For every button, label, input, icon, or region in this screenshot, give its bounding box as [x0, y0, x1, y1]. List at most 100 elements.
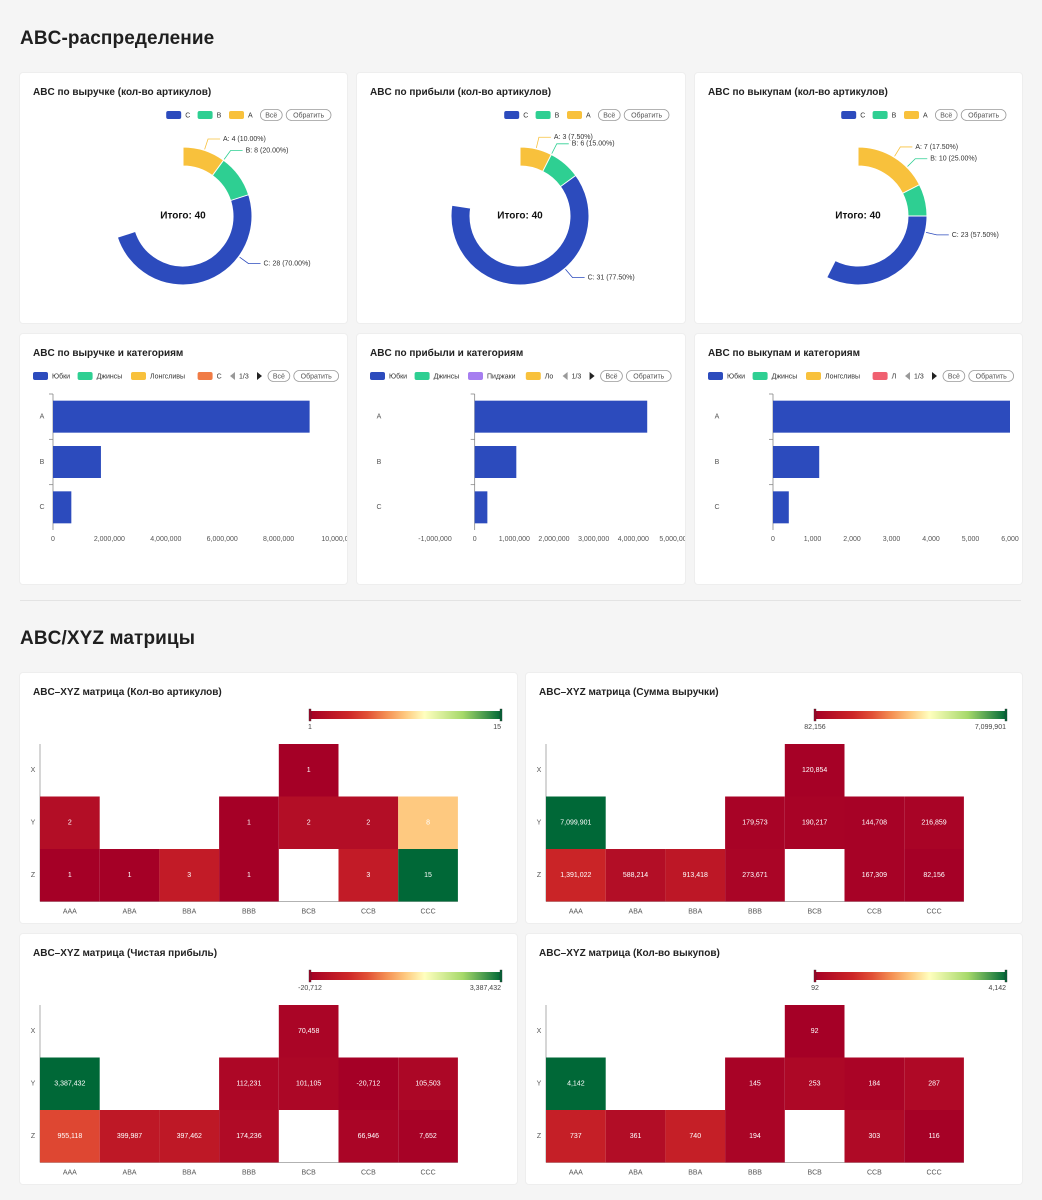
heatmap-cell[interactable]	[725, 849, 785, 902]
heatmap-cell[interactable]	[398, 796, 458, 850]
heatmap-cell[interactable]	[605, 849, 666, 902]
legend-item-category[interactable]: Юбки	[370, 372, 407, 380]
legend-item-a[interactable]: A	[229, 111, 253, 119]
legend-item-c[interactable]: C	[504, 111, 528, 119]
heatmap-cell[interactable]	[665, 1110, 726, 1163]
bar-a[interactable]	[773, 400, 1010, 433]
colorbar-min-handle[interactable]	[813, 969, 817, 983]
heatmap-cell[interactable]	[99, 849, 160, 902]
heatmap-cell[interactable]	[278, 796, 339, 850]
heatmap-cell[interactable]	[605, 1110, 666, 1163]
invert-button[interactable]: Обратить	[285, 109, 332, 121]
heatmap-cell[interactable]	[546, 796, 606, 850]
heatmap-cell[interactable]	[904, 1057, 964, 1111]
bar-c[interactable]	[53, 491, 72, 524]
select-all-button[interactable]: Всё	[267, 370, 291, 382]
heatmap-cell[interactable]	[40, 1110, 100, 1163]
bar-c[interactable]	[474, 491, 488, 524]
legend-item-category[interactable]: Джинсы	[77, 372, 123, 380]
pager-prev-icon[interactable]	[230, 372, 235, 380]
heatmap-cell[interactable]	[159, 849, 220, 902]
legend-item-category[interactable]: Лонгсливы	[806, 372, 860, 380]
bar-a[interactable]	[474, 400, 648, 433]
heatmap-cell[interactable]	[219, 1057, 279, 1111]
pager-prev-icon[interactable]	[905, 372, 910, 380]
heatmap-cell[interactable]	[904, 796, 964, 850]
pager-next-icon[interactable]	[932, 372, 937, 380]
pager-next-icon[interactable]	[257, 372, 262, 380]
legend-item-a[interactable]: A	[567, 111, 591, 119]
donut-slice-a[interactable]	[857, 146, 921, 194]
heatmap-cell[interactable]	[904, 1110, 964, 1163]
colorbar-min-handle[interactable]	[308, 969, 312, 983]
heatmap-cell[interactable]	[278, 1057, 339, 1111]
heatmap-cell[interactable]	[398, 1057, 458, 1111]
legend-item-category[interactable]: Ло	[525, 372, 554, 380]
heatmap-cell[interactable]	[40, 849, 100, 902]
heatmap-cell[interactable]	[219, 1110, 279, 1163]
colorbar-max-handle[interactable]	[1004, 969, 1008, 983]
invert-button[interactable]: Обратить	[960, 109, 1007, 121]
heatmap-cell[interactable]	[725, 796, 785, 850]
legend-item-category[interactable]: Пиджаки	[468, 372, 516, 380]
heatmap-cell[interactable]	[278, 744, 339, 797]
heatmap-cell[interactable]	[844, 1057, 905, 1111]
legend-item-a[interactable]: A	[904, 111, 928, 119]
legend-item-c[interactable]: C	[166, 111, 190, 119]
heatmap-cell[interactable]	[338, 796, 399, 850]
heatmap-cell[interactable]	[844, 796, 905, 850]
bar-c[interactable]	[773, 491, 789, 524]
invert-button[interactable]: Обратить	[625, 370, 672, 382]
donut-slice-c[interactable]	[450, 146, 590, 286]
heatmap-cell[interactable]	[398, 849, 458, 902]
colorbar-min-handle[interactable]	[813, 708, 817, 722]
pager-next-icon[interactable]	[589, 372, 595, 380]
invert-button[interactable]: Обратить	[623, 109, 670, 121]
select-all-button[interactable]: Всё	[600, 370, 623, 382]
select-all-button[interactable]: Всё	[597, 109, 621, 121]
heatmap-cell[interactable]	[546, 1110, 606, 1163]
heatmap-cell[interactable]	[338, 849, 399, 902]
legend-item-c[interactable]: C	[841, 111, 865, 119]
select-all-button[interactable]: Всё	[942, 370, 966, 382]
heatmap-cell[interactable]	[40, 1057, 100, 1111]
bar-b[interactable]	[53, 446, 101, 478]
legend-item-category[interactable]: С	[197, 372, 222, 380]
heatmap-cell[interactable]	[278, 1005, 339, 1058]
heatmap-cell[interactable]	[725, 1110, 785, 1163]
legend-item-category[interactable]: Джинсы	[752, 372, 798, 380]
legend-item-category[interactable]: Лонгсливы	[131, 372, 185, 380]
heatmap-cell[interactable]	[725, 1057, 785, 1111]
heatmap-cell[interactable]	[784, 744, 845, 797]
heatmap-cell[interactable]	[159, 1110, 220, 1163]
select-all-button[interactable]: Всё	[934, 109, 958, 121]
bar-b[interactable]	[773, 446, 820, 478]
heatmap-cell[interactable]	[338, 1110, 399, 1163]
heatmap-cell[interactable]	[546, 1057, 606, 1111]
invert-button[interactable]: Обратить	[293, 370, 339, 382]
donut-slice-c[interactable]	[116, 146, 253, 286]
heatmap-cell[interactable]	[904, 849, 964, 902]
heatmap-cell[interactable]	[546, 849, 606, 902]
heatmap-cell[interactable]	[784, 1057, 845, 1111]
heatmap-cell[interactable]	[219, 849, 279, 902]
invert-button[interactable]: Обратить	[968, 370, 1014, 382]
heatmap-cell[interactable]	[784, 796, 845, 850]
donut-slice-a[interactable]	[519, 146, 552, 173]
select-all-button[interactable]: Всё	[259, 109, 283, 121]
legend-item-category[interactable]: Л	[872, 372, 897, 380]
colorbar-max-handle[interactable]	[1004, 708, 1008, 722]
heatmap-cell[interactable]	[665, 849, 726, 902]
legend-item-b[interactable]: B	[872, 111, 897, 119]
bar-b[interactable]	[474, 446, 517, 478]
heatmap-cell[interactable]	[99, 1110, 160, 1163]
bar-a[interactable]	[53, 400, 310, 433]
heatmap-cell[interactable]	[219, 796, 279, 850]
heatmap-cell[interactable]	[40, 796, 100, 850]
colorbar-max-handle[interactable]	[499, 708, 503, 722]
heatmap-cell[interactable]	[844, 849, 905, 902]
legend-item-category[interactable]: Джинсы	[414, 372, 460, 380]
colorbar-max-handle[interactable]	[499, 969, 503, 983]
donut-slice-a[interactable]	[182, 146, 225, 177]
heatmap-cell[interactable]	[338, 1057, 399, 1111]
